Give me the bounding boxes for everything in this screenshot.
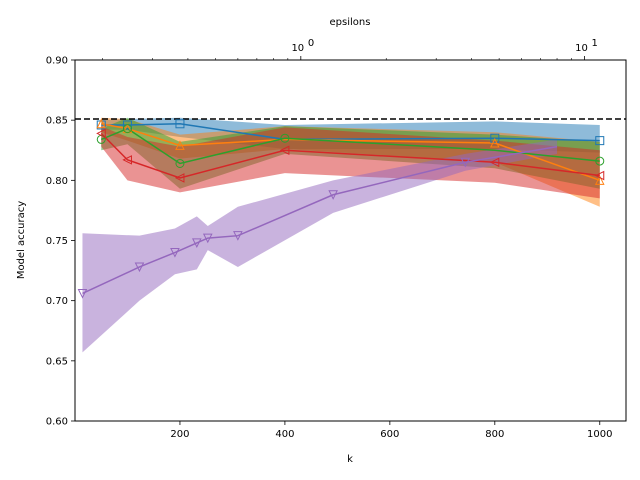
- series-4-point: [279, 145, 290, 156]
- x-axis-title: k: [347, 454, 353, 465]
- series-5-point: [460, 157, 471, 168]
- series-5-band: [82, 139, 558, 353]
- x-tick-label: 400: [275, 429, 294, 440]
- series-5-point: [328, 190, 338, 200]
- series-5-point: [202, 233, 213, 244]
- y-tick-label: 0.60: [46, 417, 68, 428]
- series-1-point: [96, 120, 106, 130]
- series-5-line: [82, 145, 558, 295]
- series-1-point: [122, 120, 132, 130]
- y-tick-label: 0.85: [46, 116, 68, 127]
- series-4-point: [96, 128, 106, 139]
- series-4-line: [100, 132, 600, 179]
- top-tick-exponent: 0: [308, 38, 314, 49]
- series-4-point: [489, 157, 500, 168]
- series-2-point: [490, 137, 500, 148]
- y-tick-label: 0.65: [46, 356, 68, 367]
- x-tick-label: 1000: [587, 429, 612, 440]
- x-tick-label: 800: [485, 429, 504, 440]
- y-axis-title: Model accuracy: [16, 201, 27, 279]
- series-3-point: [595, 156, 605, 166]
- top-axis-title: epsilons: [330, 17, 371, 28]
- series-5-point: [134, 262, 145, 273]
- series-1-point: [490, 133, 500, 143]
- series-3-point: [122, 124, 132, 134]
- y-tick-label: 0.75: [46, 236, 68, 247]
- top-tick-label: 10: [575, 43, 588, 54]
- series-4-point: [594, 170, 605, 181]
- top-tick-label: 10: [291, 43, 304, 54]
- y-tick-label: 0.90: [46, 56, 68, 67]
- series-2-point: [175, 140, 185, 150]
- axis-ticks: 200 400 600 800 1000 0.60 0.65 0.70 0.75 0.80 0.85…: [46, 38, 613, 440]
- series-markers: [77, 118, 605, 299]
- y-tick-label: 0.70: [46, 296, 68, 307]
- series-2-point: [594, 175, 605, 185]
- series-4-band: [101, 126, 600, 199]
- x-tick-label: 200: [170, 429, 189, 440]
- confidence-bands: [82, 117, 600, 353]
- series-1-point: [175, 119, 185, 129]
- series-5-point: [77, 288, 88, 299]
- series-5-point: [233, 231, 243, 241]
- series-3-point: [280, 133, 290, 143]
- series-2-point: [96, 118, 107, 129]
- top-tick-exponent: 1: [592, 38, 598, 49]
- series-3-point: [175, 158, 185, 168]
- series-1-point: [595, 136, 605, 146]
- x-tick-label: 600: [380, 429, 399, 440]
- series-5-point: [192, 238, 202, 249]
- series-4-point: [174, 173, 185, 183]
- series-4-point: [122, 155, 132, 165]
- y-tick-label: 0.80: [46, 176, 68, 187]
- series-5-point: [170, 248, 180, 258]
- series-3-line: [100, 127, 600, 165]
